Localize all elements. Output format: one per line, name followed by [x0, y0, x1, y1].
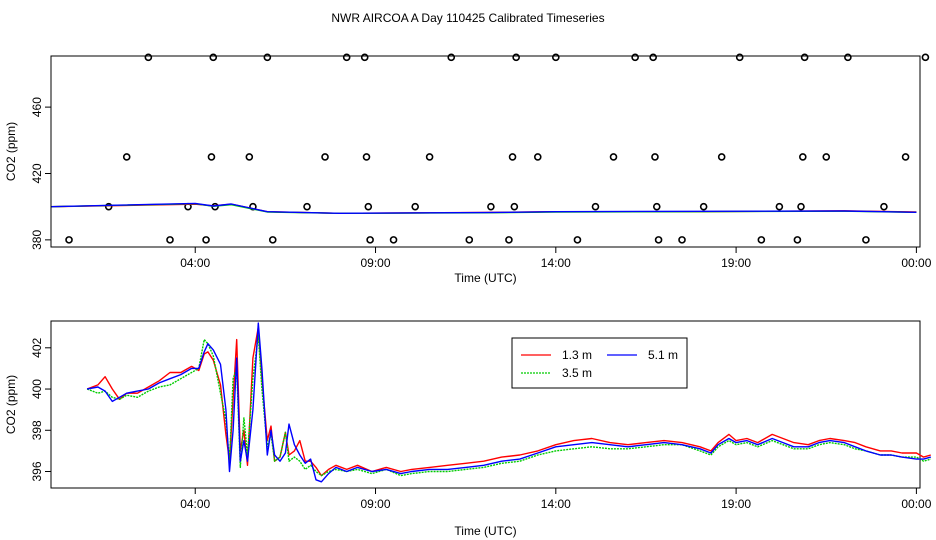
scatter-point	[366, 236, 374, 244]
scatter-point	[793, 236, 802, 244]
x-tick-label: 19:00	[721, 497, 751, 511]
bottom-y-axis: 396 398 400 402	[30, 337, 52, 482]
scatter-point	[303, 202, 311, 211]
scatter-point	[862, 236, 870, 244]
y-tick-label: 396	[30, 461, 44, 481]
page-title: NWR AIRCOA A Day 110425 Calibrated Times…	[331, 11, 604, 25]
series-line	[86, 326, 931, 477]
scatter-point	[268, 236, 277, 244]
scatter-point	[652, 202, 661, 211]
scatter-point	[263, 53, 272, 62]
scatter-point	[797, 202, 805, 211]
scatter-point	[411, 202, 419, 211]
bottom-x-axis-label: Time (UTC)	[454, 524, 516, 538]
scatter-point	[717, 153, 726, 161]
scatter-point	[508, 153, 517, 161]
scatter-point	[512, 53, 520, 62]
scatter-point	[735, 53, 744, 62]
scatter-point	[209, 53, 218, 62]
top-panel: 04:00 09:00 14:00 19:00 00:00 380 420 460 Time…	[4, 53, 932, 285]
scatter-point	[202, 236, 210, 244]
legend-label-3-5m: 3.5 m	[562, 366, 592, 380]
scatter-point	[104, 202, 113, 211]
scatter-point	[389, 236, 398, 244]
x-tick-label: 09:00	[361, 256, 391, 270]
scatter-point	[573, 236, 582, 244]
legend: 1.3 m 3.5 m 5.1 m	[511, 337, 688, 389]
scatter-point	[364, 202, 373, 211]
scatter-point	[207, 153, 216, 161]
scatter-point	[166, 236, 174, 244]
scatter-point	[122, 153, 131, 161]
top-scatter-points	[65, 53, 930, 244]
scatter-point	[822, 153, 831, 161]
bottom-panel: 04:00 09:00 14:00 19:00 00:00 396 398 400 402 T…	[4, 320, 932, 538]
top-x-axis-label: Time (UTC)	[454, 271, 516, 285]
scatter-point	[649, 53, 657, 62]
top-y-axis: 380 420 460	[30, 97, 52, 250]
scatter-point	[699, 202, 708, 211]
scatter-point	[505, 236, 513, 244]
top-plot-frame	[50, 55, 921, 248]
scatter-point	[591, 202, 600, 211]
scatter-point	[510, 202, 519, 211]
x-tick-label: 04:00	[180, 256, 210, 270]
scatter-point	[342, 53, 351, 62]
scatter-point	[678, 236, 686, 244]
series-line	[86, 322, 931, 483]
scatter-point	[757, 236, 766, 244]
scatter-point	[362, 153, 371, 161]
y-tick-label: 400	[30, 379, 44, 399]
scatter-point	[465, 236, 474, 244]
top-y-axis-label: CO2 (ppm)	[4, 122, 18, 181]
x-tick-label: 09:00	[361, 497, 391, 511]
scatter-point	[880, 202, 888, 211]
bottom-series-lines	[86, 322, 931, 483]
x-tick-label: 04:00	[180, 497, 210, 511]
y-tick-label: 402	[30, 337, 44, 357]
legend-box	[511, 337, 688, 389]
scatter-point	[487, 202, 495, 211]
scatter-point	[654, 236, 663, 244]
top-series-lines	[50, 202, 917, 214]
series-line	[86, 334, 931, 477]
scatter-point	[609, 153, 618, 161]
scatter-point	[844, 53, 852, 62]
scatter-point	[799, 153, 807, 161]
scatter-point	[775, 202, 784, 211]
legend-label-5-1m: 5.1 m	[648, 348, 678, 362]
y-tick-label: 420	[30, 163, 44, 183]
bottom-x-axis: 04:00 09:00 14:00 19:00 00:00	[180, 487, 932, 511]
x-tick-label: 00:00	[901, 497, 931, 511]
scatter-point	[360, 53, 369, 62]
scatter-point	[921, 53, 930, 62]
scatter-point	[245, 153, 254, 161]
x-tick-label: 19:00	[721, 256, 751, 270]
series-line	[50, 202, 917, 214]
scatter-point	[447, 53, 456, 62]
scatter-point	[425, 153, 434, 161]
scatter-point	[631, 53, 639, 62]
scatter-point	[321, 153, 329, 161]
bottom-y-axis-label: CO2 (ppm)	[4, 375, 18, 434]
legend-label-1-3m: 1.3 m	[562, 348, 592, 362]
x-tick-label: 14:00	[541, 497, 571, 511]
scatter-point	[901, 153, 910, 161]
x-tick-label: 00:00	[901, 256, 931, 270]
scatter-point	[65, 236, 73, 244]
scatter-point	[552, 53, 560, 62]
scatter-point	[651, 153, 659, 161]
scatter-point	[533, 153, 542, 161]
y-tick-label: 460	[30, 97, 44, 117]
bottom-plot-frame	[50, 320, 921, 489]
y-tick-label: 380	[30, 230, 44, 250]
scatter-point	[800, 53, 809, 62]
x-tick-label: 14:00	[541, 256, 571, 270]
top-x-axis: 04:00 09:00 14:00 19:00 00:00	[180, 246, 932, 270]
y-tick-label: 398	[30, 420, 44, 440]
scatter-point	[144, 53, 153, 62]
